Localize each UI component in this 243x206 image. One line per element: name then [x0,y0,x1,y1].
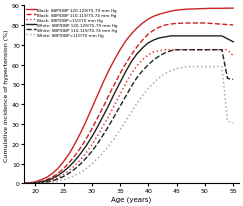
Legend: Black: SBP/DBP 120-129/75-79 mm Hg, Black: SBP/DBP 110-119/70-74 mm Hg, Black: S: Black: SBP/DBP 120-129/75-79 mm Hg, Blac… [26,8,118,38]
X-axis label: Age (years): Age (years) [111,195,152,202]
Y-axis label: Cumulative incidence of hypertension (%): Cumulative incidence of hypertension (%) [4,29,9,161]
